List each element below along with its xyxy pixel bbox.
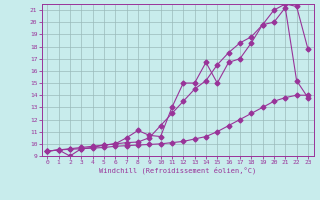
X-axis label: Windchill (Refroidissement éolien,°C): Windchill (Refroidissement éolien,°C): [99, 167, 256, 174]
